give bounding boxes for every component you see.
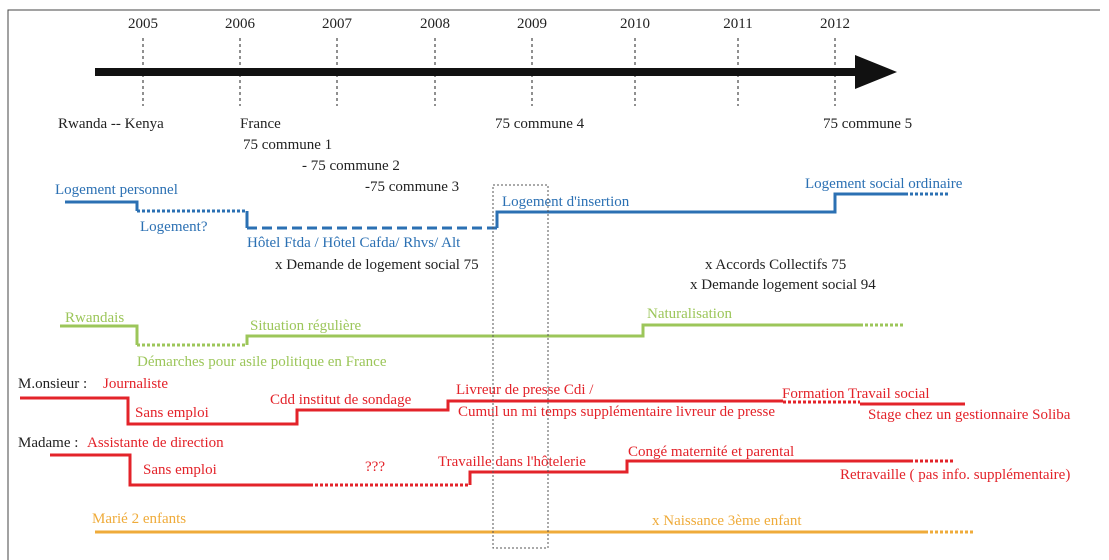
- year-label: 2009: [517, 16, 547, 32]
- housing-event: x Demande de logement social 75: [275, 257, 479, 273]
- job-label: Congé maternité et parental: [628, 444, 794, 460]
- job-label: Sans emploi: [143, 462, 217, 478]
- person-name: M.onsieur :: [18, 376, 87, 392]
- job-label: Cdd institut de sondage: [270, 392, 412, 408]
- place: -75 commune 3: [365, 179, 459, 195]
- status-label: Naturalisation: [647, 306, 732, 322]
- year-label: 2012: [820, 16, 850, 32]
- status-label: Rwandais: [65, 310, 124, 326]
- year-label: 2006: [225, 16, 256, 32]
- years: 2005 2006 2007 2008 2009 2010 2011 2012: [128, 16, 850, 106]
- status-label: Démarches pour asile politique en France: [137, 354, 387, 370]
- job-label: Retravaille ( pas info. supplémentaire): [840, 467, 1070, 483]
- job-label: Stage chez un gestionnaire Soliba: [868, 407, 1071, 423]
- job-label: Sans emploi: [135, 405, 209, 421]
- job-label: Cumul un mi temps supplémentaire livreur…: [458, 404, 775, 420]
- job-label: ???: [365, 459, 385, 475]
- housing-event: x Accords Collectifs 75: [705, 257, 846, 273]
- housing-line: [65, 192, 950, 230]
- job-label: Formation Travail social: [782, 386, 930, 402]
- place: France: [240, 116, 281, 132]
- housing-label: Logement personnel: [55, 182, 178, 198]
- year-label: 2011: [723, 16, 752, 32]
- job-label: Travaille dans l'hôtelerie: [438, 454, 586, 470]
- place: - 75 commune 2: [302, 158, 400, 174]
- status-label: Situation régulière: [250, 318, 362, 334]
- place: Rwanda -- Kenya: [58, 116, 164, 132]
- highlight-2009: [492, 184, 549, 549]
- madame-line: [50, 453, 955, 487]
- year-label: 2010: [620, 16, 650, 32]
- housing-label: Hôtel Ftda / Hôtel Cafda/ Rhvs/ Alt: [247, 235, 461, 251]
- monsieur-line: [20, 396, 965, 426]
- year-label: 2007: [322, 16, 353, 32]
- year-label: 2005: [128, 16, 158, 32]
- housing-label: Logement?: [140, 219, 208, 235]
- frame: [7, 9, 1100, 560]
- status-line: [60, 323, 905, 347]
- family-label: Marié 2 enfants: [92, 511, 186, 527]
- place: 75 commune 5: [823, 116, 912, 132]
- place: 75 commune 1: [243, 137, 332, 153]
- family-label: x Naissance 3ème enfant: [652, 513, 802, 529]
- place: 75 commune 4: [495, 116, 585, 132]
- person-name: Madame :: [18, 435, 78, 451]
- housing-label: Logement d'insertion: [502, 194, 630, 210]
- job-label: Livreur de presse Cdi /: [456, 382, 594, 398]
- job-label: Assistante de direction: [87, 435, 224, 451]
- housing-label: Logement social ordinaire: [805, 176, 963, 192]
- job-label: Journaliste: [103, 376, 168, 392]
- housing-event: x Demande logement social 94: [690, 277, 876, 293]
- arrow-head: [855, 55, 897, 89]
- year-label: 2008: [420, 16, 450, 32]
